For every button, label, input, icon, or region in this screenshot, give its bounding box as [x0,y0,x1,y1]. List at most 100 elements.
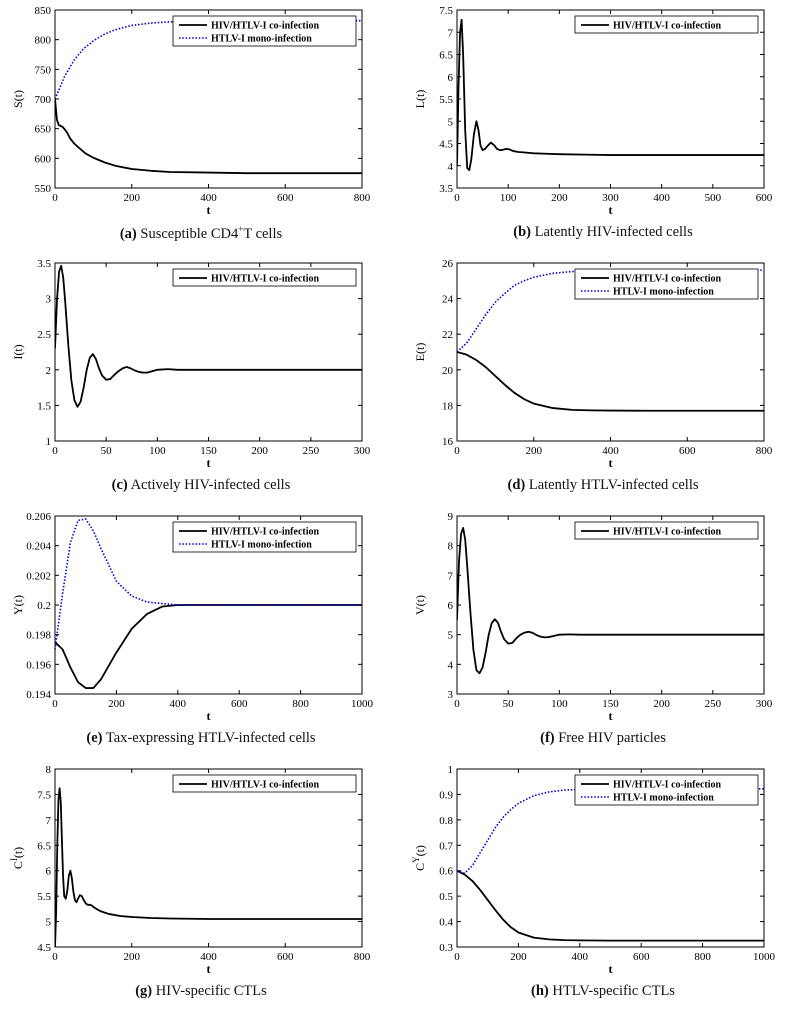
y-tick-label: 0.4 [439,917,453,929]
x-tick-label: 50 [503,698,515,710]
x-tick-label: 600 [277,951,294,963]
legend-box [172,521,357,553]
y-axis-label: E(t) [413,343,427,362]
y-axis-label: Y(t) [11,595,25,615]
x-tick-label: 600 [756,192,773,204]
x-tick-label: 600 [277,192,294,204]
caption-letter: (a) [119,225,137,242]
y-tick-label: 9 [448,511,454,523]
legend-label: HTLV-I mono-infection [613,793,714,804]
series-line-co-infection [55,98,362,175]
x-tick-label: 400 [602,445,619,457]
y-tick-label: 7.5 [37,789,51,801]
y-axis-label: S(t) [11,90,25,108]
chart-svg-d: 0 200 400 600 800 16 18 20 22 24 26 t E(t) HIV/HTLV-I… [413,258,773,470]
y-tick-label: 600 [35,153,52,165]
legend-label: HIV/HTLV-I co-infection [211,780,319,791]
y-tick-label: 0.204 [26,541,51,553]
y-tick-label: 0.206 [26,511,51,523]
y-tick-label: 16 [442,436,454,448]
x-tick-label: 300 [756,698,773,710]
y-tick-label: 5.5 [37,891,51,903]
y-tick-label: 6.5 [439,50,453,62]
y-tick-label: 6 [448,600,454,612]
y-tick-label: 4.5 [37,942,51,954]
y-tick-label: 3.5 [439,183,453,195]
series-line-co-infection [457,869,764,942]
chart-caption-f: (f) Free HIV particles [540,730,666,746]
x-tick-label: 400 [170,698,187,710]
y-tick-label: 1.5 [37,400,51,412]
y-tick-label: 0.194 [26,689,51,701]
x-tick-label: 400 [200,951,217,963]
x-tick-label: 0 [52,445,58,457]
legend-label: HTLV-I mono-infection [211,540,312,551]
chart-panel-b: 0 100 200 300 400 500 600 3.5 4 4.5 5 5.5 6 6.5 7 7.5 t L… [402,0,804,253]
y-tick-label: 800 [35,35,52,47]
legend-box [172,15,357,47]
legend-label: HTLV-I mono-infection [211,34,312,45]
y-tick-label: 6 [448,72,454,84]
y-axis-label: L(t) [413,90,427,109]
y-tick-label: 2 [46,365,52,377]
x-tick-label: 50 [101,445,113,457]
y-tick-label: 0.196 [26,659,51,671]
legend-box [574,15,759,34]
y-tick-label: 6 [46,866,52,878]
series-line-co-infection [55,787,362,947]
x-tick-label: 1000 [351,698,374,710]
x-tick-label: 500 [705,192,722,204]
y-tick-label: 0.198 [26,630,51,642]
chart-caption-c: (c) Actively HIV-infected cells [111,477,291,493]
x-axis-label: t [207,709,211,723]
x-tick-label: 0 [52,951,58,963]
y-tick-label: 0.6 [439,866,453,878]
y-tick-label: 650 [35,124,52,136]
y-axis-label: CI(t) [9,847,25,869]
x-tick-label: 250 [705,698,722,710]
legend-box [172,774,357,793]
y-tick-label: 4.5 [439,139,453,151]
x-tick-label: 100 [500,192,517,204]
chart-panel-h: 0 200 400 600 800 1000 0.3 0.4 0.5 0.6 0.7 0.8 0.9 1 t… [402,759,804,1012]
x-tick-label: 800 [354,192,371,204]
y-axis-label: CY(t) [411,845,427,871]
y-tick-label: 8 [448,541,454,553]
axes-frame [456,768,765,948]
x-tick-label: 100 [149,445,166,457]
series-line-co-infection [457,351,764,412]
x-tick-label: 200 [526,445,543,457]
x-tick-label: 0 [454,698,460,710]
chart-panel-d: 0 200 400 600 800 16 18 20 22 24 26 t E(t) HIV/HTLV-I… [402,253,804,506]
chart-svg-b: 0 100 200 300 400 500 600 3.5 4 4.5 5 5.5 6 6.5 7 7.5 t L… [413,5,773,217]
legend-box [574,268,759,300]
legend-label: HIV/HTLV-I co-infection [211,21,319,32]
legend-label: HTLV-I mono-infection [613,287,714,298]
chart-caption-g: (g) HIV-specific CTLs [135,983,267,999]
x-tick-label: 0 [454,951,460,963]
y-tick-label: 8 [46,764,52,776]
y-tick-label: 26 [442,258,454,270]
x-tick-label: 600 [633,951,650,963]
y-tick-label: 18 [442,400,454,412]
legend-box [574,521,759,540]
y-tick-label: 7 [448,27,454,39]
chart-svg-a: 0 200 400 600 800 550 600 650 700 750 800 850 t S(t) H… [11,5,371,217]
chart-panel-a: 0 200 400 600 800 550 600 650 700 750 800 850 t S(t) H… [0,0,402,253]
y-tick-label: 3 [46,294,52,306]
x-axis-label: t [207,456,211,470]
series-line-co-infection [457,526,764,675]
y-tick-label: 4 [448,659,454,671]
y-axis-label: V(t) [413,595,427,615]
series-line-co-infection [55,604,362,689]
x-tick-label: 200 [510,951,527,963]
chart-svg-h: 0 200 400 600 800 1000 0.3 0.4 0.5 0.6 0.7 0.8 0.9 1 t… [411,764,776,976]
y-tick-label: 850 [35,5,52,17]
series-line-mono-infection [55,518,362,650]
chart-caption-d: (d) Latently HTLV-infected cells [507,477,699,493]
chart-caption-h: (h) HTLV-specific CTLs [531,983,675,999]
y-tick-label: 1 [448,764,454,776]
axes-frame [54,262,363,442]
caption-letter: (c) [111,477,128,493]
